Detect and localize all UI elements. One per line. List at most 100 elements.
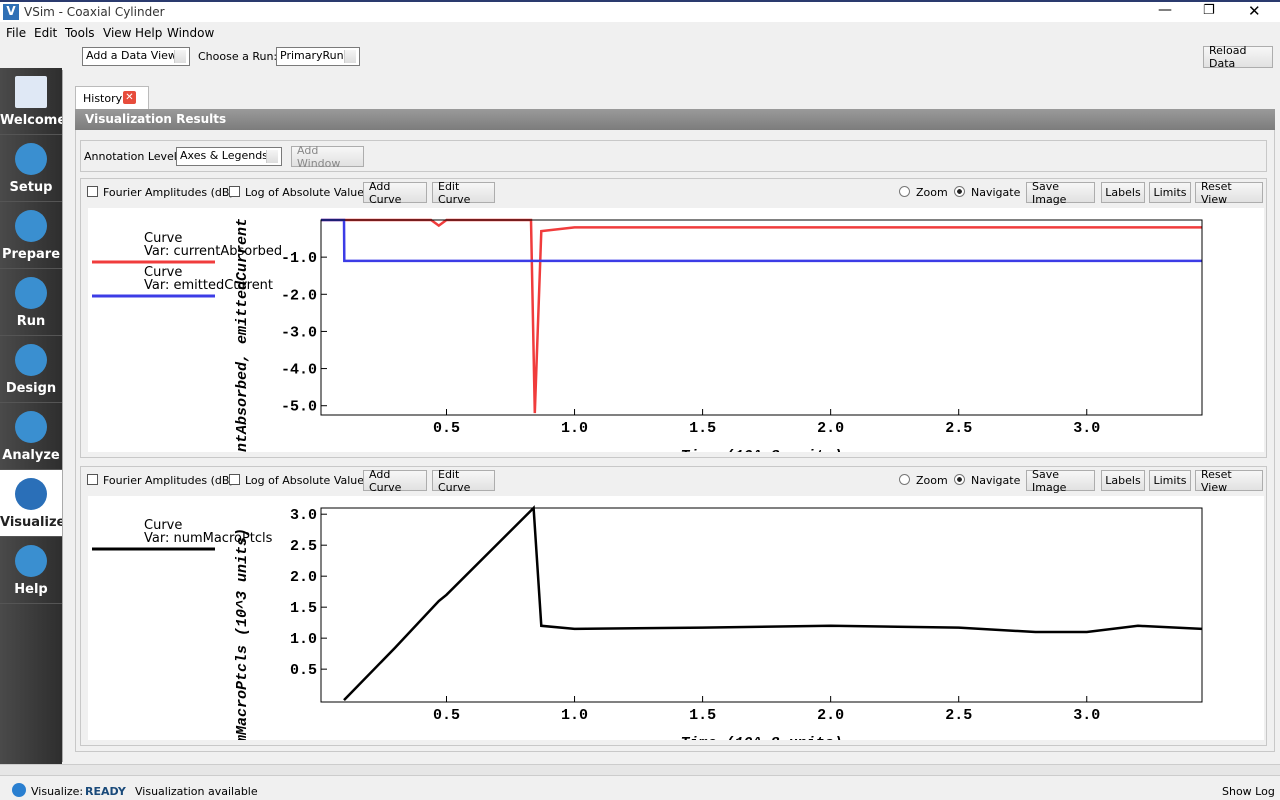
series-line [321, 218, 1202, 414]
annotation-select[interactable]: Axes & Legends [176, 147, 282, 166]
y-tick-label: -2.0 [281, 287, 317, 304]
sidebar-label: Visualize [0, 515, 66, 530]
legend-curve-label: Curve [144, 518, 182, 533]
menu-bar: File Edit Tools View Help Window [0, 22, 1280, 42]
sidebar-item[interactable]: Prepare [0, 202, 62, 269]
fourier-checkbox[interactable] [87, 474, 98, 485]
sidebar: Welcome Setup Prepare Run Design Analyze Visua… [0, 68, 67, 770]
navigate-radio[interactable] [954, 474, 965, 485]
annotation-row: Annotation Level: Axes & Legends Add Win… [80, 140, 1267, 172]
x-tick-label: 0.5 [433, 420, 460, 437]
panel-body [75, 130, 1275, 752]
navigate-label: Navigate [971, 474, 1021, 487]
history-tab[interactable]: History ✕ [75, 86, 149, 109]
x-tick-label: 2.0 [817, 420, 844, 437]
sidebar-item[interactable]: Welcome [0, 68, 67, 135]
menu-item[interactable]: Tools [65, 26, 95, 40]
reload-button[interactable]: Reload Data [1203, 44, 1273, 70]
save-image-button[interactable]: Save Image [1026, 180, 1095, 206]
series-line [321, 218, 1202, 263]
status-message: Visualization available [135, 785, 258, 798]
save-image-button[interactable]: Save Image [1026, 468, 1095, 494]
x-tick-label: 1.5 [689, 420, 716, 437]
y-tick-label: 3.0 [290, 507, 317, 524]
sidebar-label: Prepare [1, 247, 61, 262]
add-curve-button[interactable]: Add Curve [363, 180, 427, 206]
run-select[interactable]: PrimaryRun [276, 47, 360, 66]
minimize[interactable]: — [1158, 2, 1172, 18]
reset-view-button[interactable]: Reset View [1195, 468, 1263, 494]
maximize[interactable]: ❐ [1203, 3, 1215, 18]
y-tick-label: -4.0 [281, 362, 317, 379]
tab-label: History [83, 92, 123, 105]
x-axis-label: Time (10^-8 units) [680, 735, 842, 740]
sidebar-label: Welcome [0, 113, 67, 128]
menu-item[interactable]: Help [135, 26, 163, 40]
sidebar-label: Setup [9, 180, 53, 195]
menu-item[interactable]: Edit [34, 26, 58, 40]
sidebar-icon [15, 143, 47, 175]
plot-frame [320, 507, 1203, 703]
fourier-label: Fourier Amplitudes (dB) [103, 186, 234, 199]
y-axis-label: numMacroPtcls (10^3 units) [234, 528, 251, 740]
sidebar-icon [15, 277, 47, 309]
zoom-radio[interactable] [899, 474, 910, 485]
fourier-checkbox[interactable] [87, 186, 98, 197]
show-log[interactable]: Show Log [1222, 785, 1275, 798]
sidebar-item[interactable]: Visualize [0, 470, 66, 537]
sidebar-item[interactable]: Analyze [0, 403, 62, 470]
plot-panel: Fourier Amplitudes (dB) Log of Absolute V… [80, 178, 1267, 458]
window-title: VSim - Coaxial Cylinder [24, 5, 165, 19]
sidebar-icon [15, 478, 47, 510]
x-tick-label: 1.5 [689, 707, 716, 724]
data-view-select[interactable]: Add a Data View [82, 47, 190, 66]
sidebar-item[interactable]: Design [0, 336, 62, 403]
menu-item[interactable]: Window [167, 26, 215, 40]
zoom-radio[interactable] [899, 186, 910, 197]
add-curve-button[interactable]: Add Curve [363, 468, 427, 494]
plot-frame [320, 219, 1203, 416]
zoom-label: Zoom [916, 186, 948, 199]
y-tick-label: 2.5 [290, 538, 317, 555]
series-line [343, 505, 1203, 701]
plot-panel: Fourier Amplitudes (dB) Log of Absolute V… [80, 466, 1267, 746]
y-tick-label: -1.0 [281, 250, 317, 267]
tab-close[interactable]: ✕ [123, 91, 136, 104]
x-tick-label: 0.5 [433, 707, 460, 724]
legend-entry: Var: currentAbsorbed [144, 244, 282, 259]
zoom-label: Zoom [916, 474, 948, 487]
sidebar-item[interactable]: Run [0, 269, 62, 336]
navigate-radio[interactable] [954, 186, 965, 197]
menu-item[interactable]: File [6, 26, 27, 40]
x-axis-label: Time (10^-8 units) [680, 448, 842, 452]
edit-curve-button[interactable]: Edit Curve [432, 468, 495, 494]
x-tick-label: 2.5 [945, 707, 972, 724]
sidebar-item[interactable]: Setup [0, 135, 62, 202]
reset-view-button[interactable]: Reset View [1195, 180, 1263, 206]
panel-header: Visualization Results [75, 109, 1275, 130]
sidebar-icon [15, 210, 47, 242]
sidebar-item[interactable]: Help [0, 537, 62, 604]
labels-button[interactable]: Labels [1101, 182, 1145, 203]
chart: 0.5 1.0 1.5 2.0 2.5 3.0 0.5 1.0 1.5 2.0 2.5 3.0 Time… [88, 496, 1264, 740]
log-checkbox[interactable] [229, 186, 240, 197]
limits-button[interactable]: Limits [1149, 470, 1191, 491]
annotation-label: Annotation Level: [84, 150, 181, 163]
fourier-label: Fourier Amplitudes (dB) [103, 474, 234, 487]
log-checkbox[interactable] [229, 474, 240, 485]
sidebar-icon [15, 545, 47, 577]
limits-button[interactable]: Limits [1149, 182, 1191, 203]
sidebar-label: Help [14, 582, 48, 597]
labels-button[interactable]: Labels [1101, 470, 1145, 491]
status-bar: Visualize: READY Visualization available… [0, 780, 1280, 800]
add-window-button[interactable]: Add Window [291, 144, 364, 170]
status-icon [12, 783, 26, 797]
menu-item[interactable]: View [103, 26, 132, 40]
edit-curve-button[interactable]: Edit Curve [432, 180, 495, 206]
run-label: Choose a Run: [198, 50, 278, 63]
y-tick-label: -5.0 [281, 399, 317, 416]
panel-title: Visualization Results [85, 112, 227, 126]
close[interactable]: ✕ [1248, 2, 1261, 20]
y-tick-label: -3.0 [281, 324, 317, 341]
y-tick-label: 1.5 [290, 600, 317, 617]
